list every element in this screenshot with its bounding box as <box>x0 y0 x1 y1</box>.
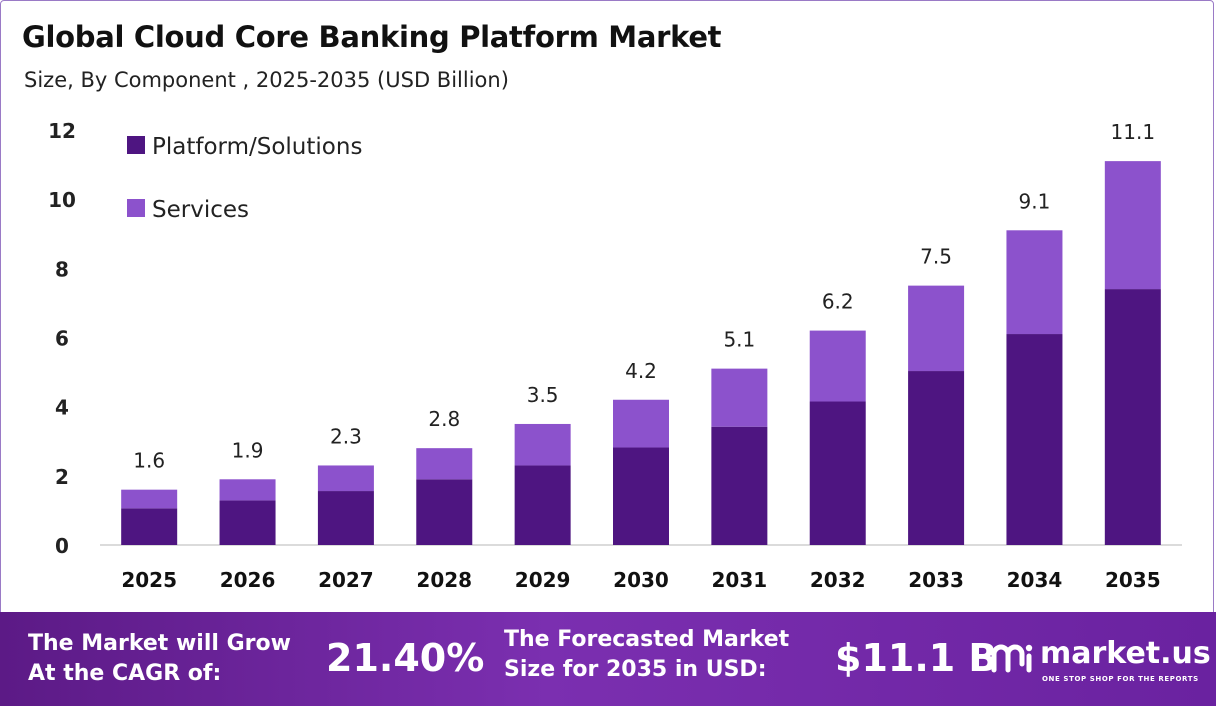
bar-total-label: 2.8 <box>428 407 460 431</box>
bar-services <box>711 368 768 427</box>
brand-logo[interactable]: market.us ONE STOP SHOP FOR THE REPORTS <box>990 636 1212 686</box>
brand-tagline: ONE STOP SHOP FOR THE REPORTS <box>1042 675 1199 683</box>
bar-services <box>908 285 965 372</box>
bar-services <box>809 330 866 402</box>
footer-banner: The Market will Grow At the CAGR of: 21.… <box>0 612 1216 706</box>
y-tick-label: 12 <box>48 119 76 143</box>
bar-services <box>1104 161 1161 290</box>
forecast-size-value: $11.1 B <box>835 636 998 680</box>
x-tick-label: 2033 <box>908 568 964 592</box>
cagr-value: 21.40% <box>326 636 485 680</box>
y-tick-label: 0 <box>55 534 69 558</box>
y-tick-label: 6 <box>55 327 69 351</box>
y-tick-label: 4 <box>55 396 69 420</box>
x-tick-label: 2027 <box>318 568 374 592</box>
y-tick-label: 8 <box>55 257 69 281</box>
bar-total-label: 1.9 <box>232 438 264 462</box>
x-tick-label: 2025 <box>121 568 177 592</box>
legend-label: Platform/Solutions <box>152 134 362 160</box>
bar-platform-solutions <box>613 447 669 545</box>
bar-services <box>416 448 473 480</box>
x-tick-label: 2035 <box>1105 568 1161 592</box>
bar-total-label: 4.2 <box>625 359 657 383</box>
bar-platform-solutions <box>121 508 178 545</box>
chart-title: Global Cloud Core Banking Platform Marke… <box>22 20 722 54</box>
forecast-size-label: The Forecasted Market Size for 2035 in U… <box>504 627 790 682</box>
x-tick-label: 2032 <box>810 568 866 592</box>
market-us-logo-icon <box>991 644 1033 673</box>
y-tick-label: 2 <box>55 465 69 489</box>
y-tick-label: 10 <box>48 188 76 212</box>
bar-platform-solutions <box>711 426 768 545</box>
bar-total-label: 5.1 <box>723 328 755 352</box>
bar-platform-solutions <box>908 371 965 545</box>
bar-platform-solutions <box>809 401 866 545</box>
bar-platform-solutions <box>219 500 276 545</box>
bar-services <box>613 399 669 448</box>
bar-services <box>219 479 276 501</box>
bar-total-label: 3.5 <box>527 383 559 407</box>
chart-subtitle: Size, By Component , 2025-2035 (USD Bill… <box>24 68 509 92</box>
x-tick-label: 2034 <box>1007 568 1063 592</box>
legend-swatch <box>127 199 145 217</box>
brand-name: market.us <box>1040 636 1211 671</box>
bar-services <box>514 423 571 466</box>
bar-services <box>317 465 374 492</box>
bar-platform-solutions <box>1006 334 1063 545</box>
x-tick-label: 2029 <box>515 568 571 592</box>
bar-platform-solutions <box>416 479 473 545</box>
bar-platform-solutions <box>1104 289 1161 545</box>
bar-total-label: 11.1 <box>1111 120 1156 144</box>
bar-total-label: 1.6 <box>133 449 165 473</box>
x-tick-label: 2030 <box>613 568 669 592</box>
x-tick-label: 2028 <box>416 568 472 592</box>
x-tick-label: 2026 <box>220 568 276 592</box>
bar-services <box>1006 230 1063 335</box>
bar-platform-solutions <box>514 465 571 545</box>
bar-total-label: 9.1 <box>1019 189 1051 213</box>
bar-chart: 0 2 4 6 8 10 12 1.6 2025 1.9 2026 2.3 2027 2.8 2028 3.5… <box>48 119 1182 592</box>
legend-swatch <box>127 136 145 154</box>
bar-total-label: 7.5 <box>920 245 952 269</box>
bar-total-label: 6.2 <box>822 290 854 314</box>
legend-label: Services <box>152 197 249 223</box>
bar-services <box>121 489 178 509</box>
x-tick-label: 2031 <box>712 568 768 592</box>
bar-total-label: 2.3 <box>330 424 362 448</box>
cagr-label: The Market will Grow At the CAGR of: <box>28 631 291 686</box>
bar-platform-solutions <box>317 491 374 545</box>
